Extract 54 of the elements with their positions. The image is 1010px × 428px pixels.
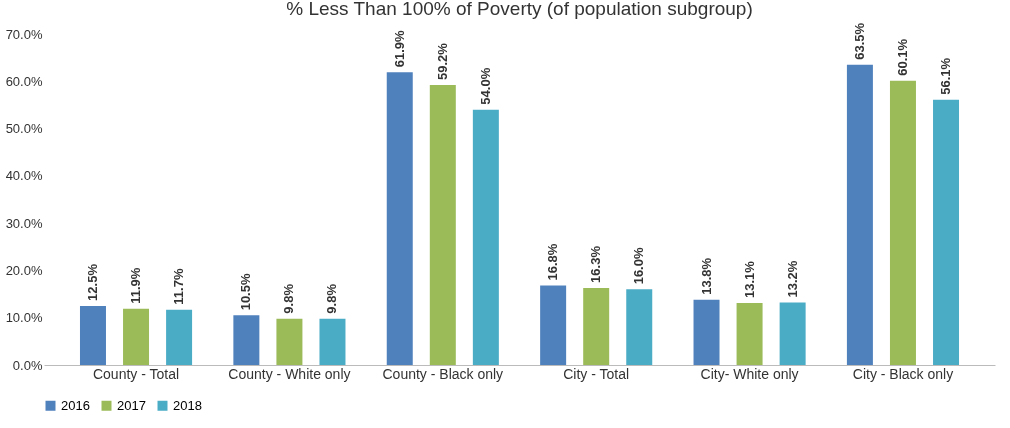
legend-label: 2016	[61, 397, 90, 413]
data-label: 16.3%	[588, 245, 604, 283]
bar	[583, 287, 610, 365]
bar	[472, 109, 499, 365]
bar	[319, 318, 346, 365]
data-label: 11.7%	[171, 268, 187, 305]
legend-label: 2017	[117, 397, 146, 413]
data-label: 13.1%	[741, 260, 757, 299]
y-tick-label: 0.0%	[12, 357, 43, 373]
x-tick-label: City - Black only	[852, 365, 954, 382]
bar	[386, 72, 413, 365]
data-label: 9.8%	[281, 283, 297, 314]
bar	[233, 315, 260, 365]
data-label: 56.1%	[938, 57, 954, 95]
y-tick-label: 30.0%	[5, 215, 43, 231]
data-label: 59.2%	[434, 42, 450, 81]
bar	[276, 318, 303, 365]
x-tick-label: County - White only	[228, 365, 351, 382]
bar	[540, 285, 567, 365]
data-label: 13.2%	[784, 260, 800, 298]
chart-title: % Less Than 100% of Poverty (of population subgroup)	[286, 0, 753, 19]
bar	[123, 308, 150, 365]
y-tick-label: 40.0%	[5, 168, 43, 184]
bar	[779, 302, 806, 365]
data-label: 63.5%	[851, 22, 867, 60]
y-tick-label: 10.0%	[5, 310, 43, 326]
data-label: 61.9%	[391, 30, 407, 68]
data-label: 16.8%	[545, 243, 561, 281]
x-tick-label: County - Black only	[382, 365, 504, 382]
y-tick-label: 70.0%	[5, 26, 43, 42]
y-tick-label: 60.0%	[5, 73, 43, 89]
bar	[693, 299, 720, 365]
x-tick-label: City- White only	[700, 365, 799, 382]
legend-label: 2018	[173, 397, 202, 413]
data-label: 60.1%	[894, 38, 910, 76]
bar	[933, 99, 960, 365]
y-tick-label: 20.0%	[5, 262, 43, 278]
x-tick-label: City - Total	[563, 365, 630, 382]
bar	[846, 64, 873, 365]
bar	[626, 289, 653, 365]
bar	[429, 85, 456, 365]
bar	[166, 309, 193, 365]
data-label: 10.5%	[238, 273, 254, 311]
x-tick-label: County - Total	[92, 365, 180, 382]
data-label: 12.5%	[84, 263, 100, 301]
bar	[736, 303, 763, 365]
data-label: 11.9%	[128, 267, 144, 304]
bar	[889, 80, 916, 365]
bar	[79, 305, 106, 365]
data-label: 9.8%	[324, 283, 340, 314]
data-label: 13.8%	[698, 257, 714, 295]
y-tick-label: 50.0%	[5, 121, 43, 137]
data-label: 16.0%	[631, 247, 647, 285]
data-label: 54.0%	[477, 67, 493, 105]
